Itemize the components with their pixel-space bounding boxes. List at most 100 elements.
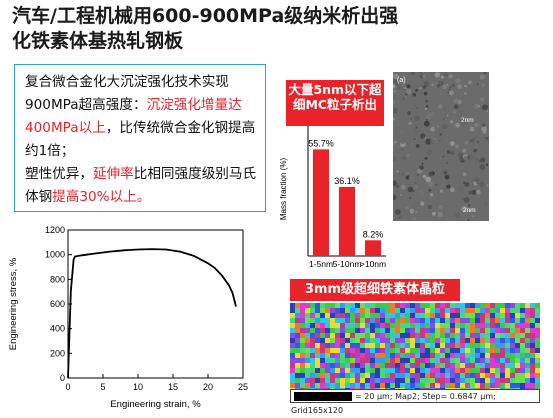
grain [405, 343, 410, 348]
grain [485, 378, 492, 383]
grain [340, 373, 346, 380]
grain [300, 308, 307, 315]
grain [445, 363, 452, 368]
tem-background [393, 72, 489, 221]
grain [405, 328, 412, 333]
grain [320, 383, 327, 389]
grain [320, 318, 328, 325]
grain [480, 378, 486, 383]
grain [320, 348, 326, 354]
slide-title: 汽车/工程机械用600-900MPa级纳米析出强 化铁素体基热轧钢板 [12, 4, 542, 54]
grain [430, 368, 436, 373]
grain [340, 338, 348, 344]
grain [400, 328, 406, 334]
grain [320, 338, 327, 344]
grain [515, 378, 521, 383]
grain [455, 383, 462, 388]
grain [500, 323, 507, 329]
grain [295, 313, 301, 319]
grain [500, 333, 506, 339]
grain [375, 363, 380, 370]
tem-particle [428, 181, 434, 187]
grain [455, 353, 463, 358]
tem-particle [427, 204, 433, 210]
grain [405, 358, 411, 363]
grain [440, 363, 446, 370]
grain [530, 308, 537, 314]
grain [525, 348, 532, 353]
grain [335, 378, 340, 383]
grain [350, 348, 356, 354]
grain [305, 308, 313, 314]
grain [405, 348, 411, 354]
tem-particle [479, 97, 485, 102]
grain [445, 318, 453, 324]
tem-particle [464, 92, 467, 95]
grain [310, 313, 316, 319]
grain [430, 358, 437, 365]
bar-data-label: 55.7% [308, 138, 334, 148]
grain [505, 338, 513, 344]
tem-particle [445, 205, 447, 208]
grain [435, 378, 440, 385]
grain [340, 348, 347, 355]
y-axis-label: Engineering stress, % [8, 257, 19, 350]
grain [320, 368, 327, 375]
grain [300, 338, 306, 345]
grain [465, 378, 472, 384]
grain [440, 383, 446, 389]
grain [405, 308, 411, 314]
grain [370, 328, 378, 335]
grain [410, 328, 417, 334]
grain [535, 303, 540, 309]
grain [530, 323, 536, 330]
grain [475, 323, 482, 329]
grain [415, 378, 420, 384]
grain [505, 353, 512, 360]
grain [360, 328, 366, 335]
grain [340, 308, 347, 313]
grain [495, 353, 502, 359]
tem-particle [476, 182, 479, 185]
grain [475, 373, 481, 379]
tem-label: 2nm [463, 207, 476, 214]
grain [530, 373, 535, 379]
tem-panel-label: (a) [397, 77, 406, 84]
grain [330, 348, 336, 354]
grain [325, 368, 331, 374]
tem-particle [462, 174, 465, 176]
grain [355, 303, 363, 308]
grain [395, 358, 400, 363]
grain [410, 308, 415, 315]
tem-particle [413, 138, 416, 140]
tem-particle [425, 99, 428, 103]
grain [380, 328, 387, 334]
grain [535, 308, 540, 314]
grain [355, 363, 362, 368]
grain [425, 383, 432, 388]
grain [400, 373, 407, 378]
grain [300, 348, 307, 353]
grain [460, 353, 467, 359]
grain [335, 333, 341, 340]
grain [350, 373, 356, 378]
grain [505, 323, 510, 328]
grain [355, 338, 362, 345]
grain [435, 343, 442, 349]
grain [310, 373, 318, 378]
grain [500, 368, 505, 374]
grain [305, 368, 311, 375]
tem-particle [478, 181, 485, 188]
grain [320, 333, 327, 340]
tem-particle [484, 202, 488, 206]
tem-particle [420, 133, 426, 139]
grain [475, 303, 482, 309]
grain [460, 378, 468, 384]
tem-particle [404, 171, 410, 176]
grain [460, 313, 467, 319]
grain [360, 303, 365, 309]
grain [305, 363, 313, 368]
tem-particle [435, 184, 438, 186]
grain [515, 318, 523, 324]
grain [510, 318, 518, 323]
